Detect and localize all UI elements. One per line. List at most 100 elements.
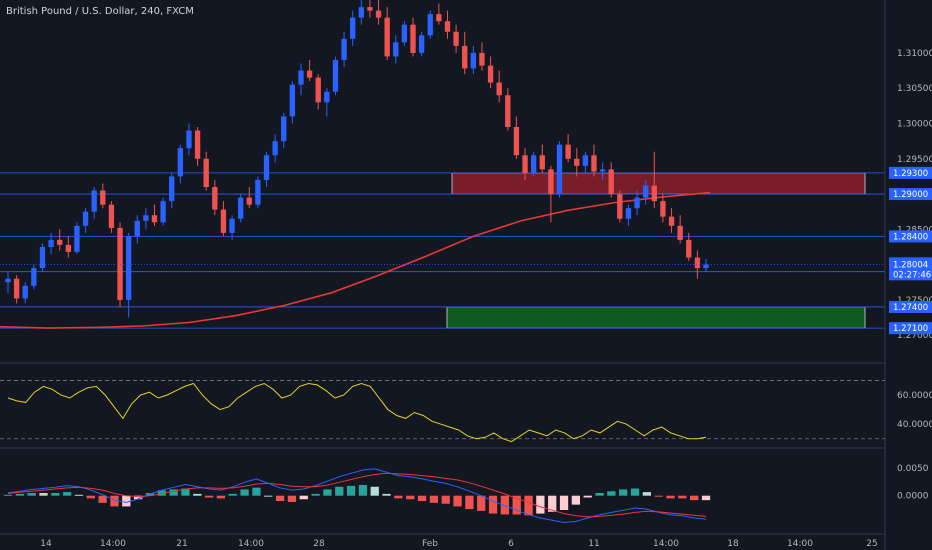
level-tag <box>889 322 932 335</box>
macd-histogram-bar <box>512 495 521 515</box>
macd-histogram-bar <box>15 493 24 496</box>
macd-histogram-bar <box>559 495 569 510</box>
macd-histogram-bar <box>642 492 651 496</box>
macd-histogram-bar <box>382 493 391 496</box>
macd-histogram-bar <box>583 495 592 498</box>
candle-body <box>668 216 675 226</box>
candle-body <box>31 268 37 286</box>
macd-histogram-bar <box>216 495 226 499</box>
candle-body <box>539 155 545 170</box>
macd-histogram-bar <box>181 488 190 496</box>
candle-body <box>246 197 252 205</box>
candle-body <box>625 208 632 219</box>
macd-histogram-bar <box>299 495 308 500</box>
macd-histogram-bar <box>133 495 143 500</box>
macd-histogram-bar <box>27 493 36 496</box>
macd-histogram-bar <box>264 495 273 497</box>
candle-body <box>444 21 451 32</box>
macd-histogram-bar <box>536 495 545 514</box>
macd-histogram-bar <box>619 489 628 496</box>
macd-histogram-bar <box>252 487 261 496</box>
price-tick-label: 1.27500 <box>897 296 932 306</box>
time-tick-label: 28 <box>313 539 325 549</box>
candle-body <box>151 215 158 223</box>
level-tag <box>889 166 932 179</box>
candle-body <box>212 186 218 210</box>
candle-body <box>427 14 433 36</box>
candle-body <box>591 155 597 172</box>
macd-histogram-bar <box>465 495 474 510</box>
macd-histogram-bar <box>228 493 237 496</box>
macd-histogram-bar <box>169 489 178 496</box>
candle-body <box>100 190 106 205</box>
candle-body <box>617 194 623 219</box>
time-tick-label: 6 <box>508 539 514 549</box>
candle-body <box>229 218 235 233</box>
level-tag-label: 1.27100 <box>893 324 928 334</box>
level-tag-label: 1.28400 <box>893 232 928 242</box>
macd-histogram-bar <box>595 493 604 496</box>
candle-body <box>367 7 373 11</box>
candle-body <box>315 77 321 103</box>
price-tick-label: 1.31000 <box>897 49 932 59</box>
candle-body <box>375 10 382 18</box>
candle-body <box>194 130 201 159</box>
candle-body <box>306 70 313 78</box>
candle-body <box>263 155 270 180</box>
time-tick-label: 14:00 <box>653 539 679 549</box>
candle-body <box>462 45 468 69</box>
macd-histogram-bar <box>500 495 510 515</box>
candle-body <box>177 148 184 177</box>
candle-body <box>522 155 528 173</box>
rsi-tick-label: 60.0000 <box>897 391 932 401</box>
candle-body <box>74 225 80 252</box>
macd-histogram-bar <box>441 495 450 504</box>
candle-body <box>48 239 54 247</box>
time-tick-label: Feb <box>422 539 438 549</box>
candle-body <box>384 17 390 57</box>
candle-body <box>341 38 347 60</box>
macd-tick-label: 0.0000 <box>897 492 929 502</box>
macd-histogram-bar <box>275 495 285 502</box>
macd-pane <box>3 468 711 524</box>
candles <box>5 0 709 318</box>
price-tick-label: 1.30500 <box>897 84 932 94</box>
candle-body <box>479 52 485 66</box>
time-tick-label: 14 <box>40 539 52 549</box>
candle-body <box>272 141 278 156</box>
macd-histogram-bar <box>453 495 462 507</box>
candle-body <box>289 84 296 117</box>
candle-body <box>530 155 537 173</box>
time-tick-label: 25 <box>866 539 877 549</box>
macd-line <box>7 468 707 524</box>
candle-body <box>574 158 580 166</box>
horizontal-levels <box>0 172 885 329</box>
candle-body <box>548 169 554 195</box>
candle-body <box>694 257 701 269</box>
candle-body <box>634 197 640 209</box>
time-tick-label: 11 <box>588 539 599 549</box>
macd-histogram-bar <box>571 495 581 505</box>
candle-body <box>703 264 709 269</box>
price-tick-label: 1.27000 <box>897 331 932 341</box>
candle-body <box>487 65 494 83</box>
macd-histogram-bar <box>3 494 13 496</box>
level-tag-label: 1.27400 <box>893 303 928 313</box>
zone-resistance <box>451 172 866 195</box>
macd-histogram-bar <box>346 485 356 496</box>
candle-body <box>22 285 28 299</box>
candle-body <box>117 227 123 300</box>
macd-histogram-bar <box>406 495 415 500</box>
price-axis: 1.31000 1.30500 1.30000 1.29500 1.28500 1.275… <box>897 49 932 341</box>
chart-title: British Pound / U.S. Dollar, 240, FXCM <box>6 6 194 17</box>
time-tick-label: 14:00 <box>238 539 264 549</box>
macd-histogram-bar <box>417 495 427 502</box>
level-tag <box>889 300 932 313</box>
macd-histogram-bar <box>630 488 640 496</box>
time-tick-label: 18 <box>727 539 739 549</box>
candle-body <box>134 220 140 237</box>
candle-body <box>298 70 304 85</box>
macd-histogram-bar <box>678 495 687 499</box>
candle-body <box>496 82 502 96</box>
